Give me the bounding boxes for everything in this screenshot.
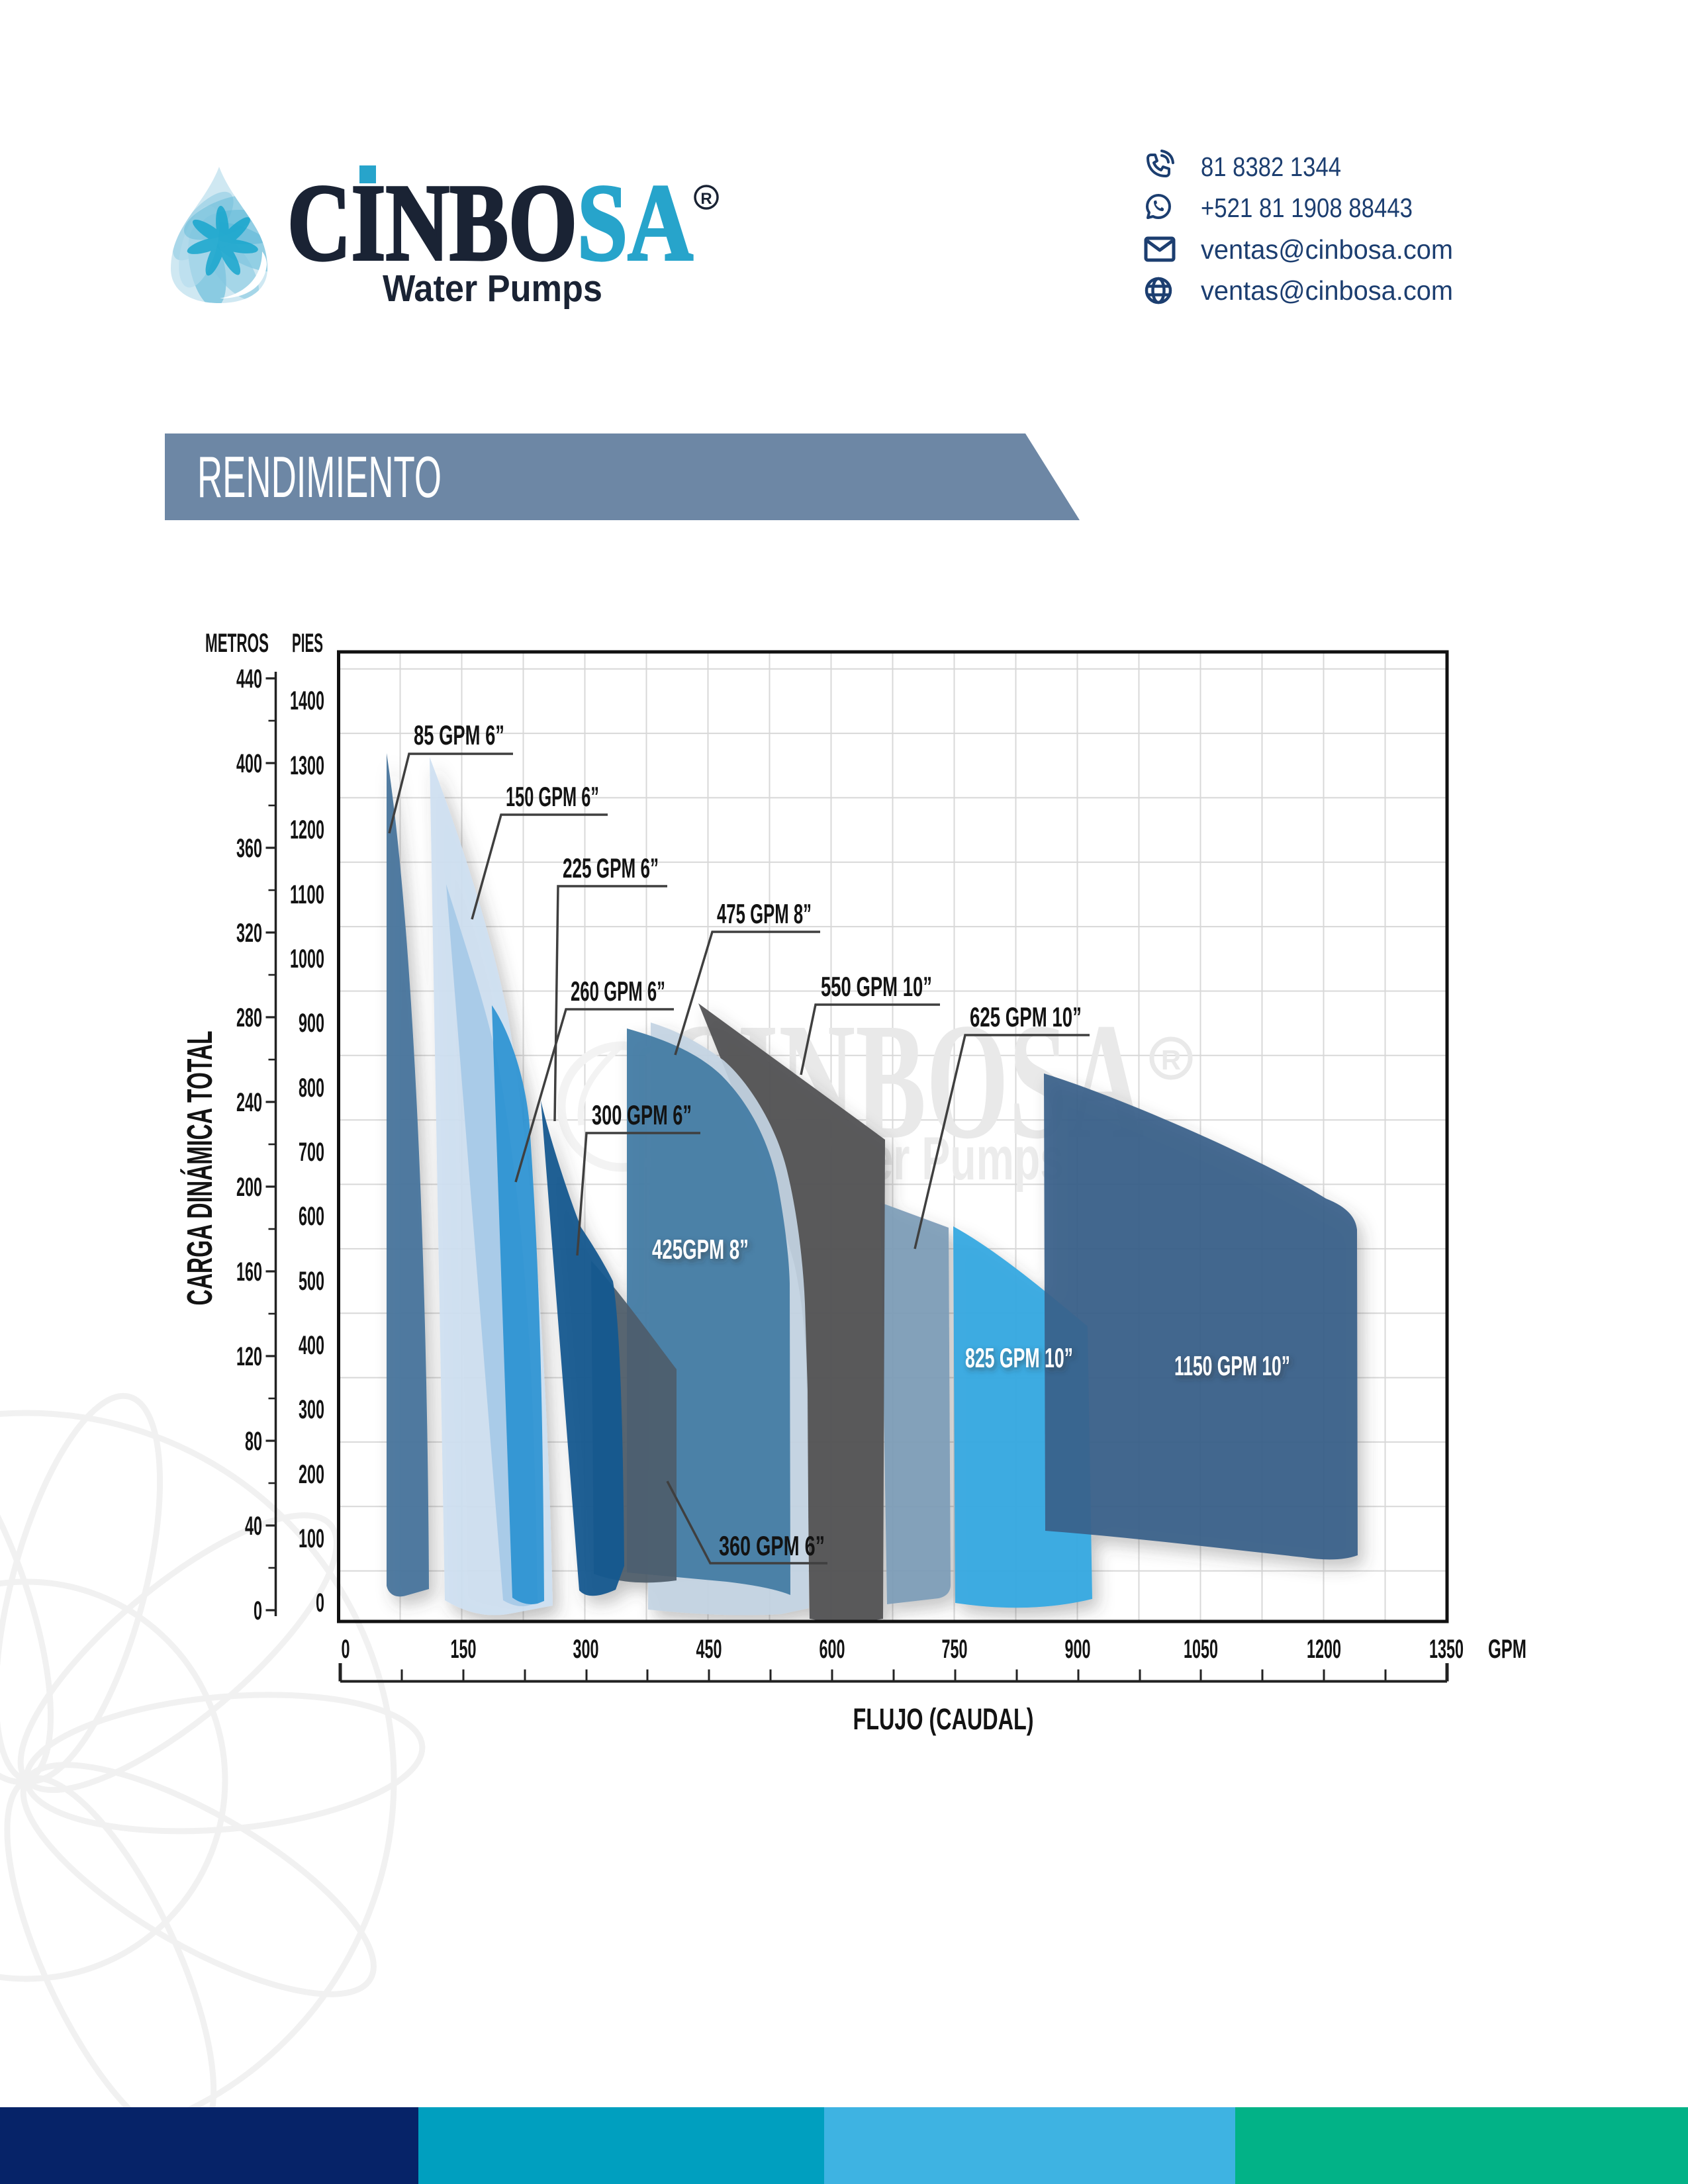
svg-text:80: 80 (245, 1427, 262, 1456)
svg-text:SA: SA (577, 161, 693, 283)
svg-text:+521 81 1908 88443: +521 81 1908 88443 (1201, 193, 1413, 223)
svg-text:200: 200 (299, 1460, 324, 1489)
svg-text:360 GPM 6”: 360 GPM 6” (719, 1530, 825, 1561)
svg-text:260 GPM 6”: 260 GPM 6” (571, 976, 665, 1007)
svg-text:450: 450 (696, 1635, 722, 1664)
svg-text:1300: 1300 (290, 751, 324, 780)
svg-text:R: R (1161, 1044, 1181, 1075)
svg-text:550 GPM 10”: 550 GPM 10” (821, 971, 932, 1002)
svg-text:300 GPM 6”: 300 GPM 6” (592, 1099, 692, 1130)
svg-text:PIES: PIES (292, 629, 323, 658)
svg-text:800: 800 (299, 1073, 324, 1103)
svg-text:CINBO: CINBO (287, 161, 577, 283)
svg-text:825 GPM 10”: 825 GPM 10” (965, 1342, 1073, 1373)
svg-text:METROS: METROS (205, 629, 269, 658)
svg-text:300: 300 (299, 1395, 324, 1424)
svg-text:500: 500 (299, 1267, 324, 1296)
svg-text:R: R (700, 190, 712, 208)
svg-text:1150 GPM 10”: 1150 GPM 10” (1174, 1350, 1290, 1381)
svg-text:1400: 1400 (290, 686, 324, 715)
svg-text:81 8382 1344: 81 8382 1344 (1201, 152, 1341, 182)
svg-text:600: 600 (299, 1202, 324, 1231)
svg-text:900: 900 (299, 1009, 324, 1038)
svg-text:120: 120 (236, 1342, 262, 1371)
svg-text:GPM: GPM (1488, 1635, 1526, 1664)
svg-text:400: 400 (299, 1331, 324, 1360)
svg-text:160: 160 (236, 1257, 262, 1287)
svg-text:ventas@cinbosa.com: ventas@cinbosa.com (1201, 275, 1453, 306)
svg-text:1100: 1100 (290, 880, 324, 909)
svg-text:360: 360 (236, 834, 262, 863)
svg-text:600: 600 (820, 1635, 845, 1664)
svg-text:CARGA DINÁMICA TOTAL: CARGA DINÁMICA TOTAL (180, 1031, 220, 1306)
svg-text:225 GPM 6”: 225 GPM 6” (563, 852, 659, 884)
svg-text:150 GPM 6”: 150 GPM 6” (506, 781, 599, 812)
svg-text:ventas@cinbosa.com: ventas@cinbosa.com (1201, 234, 1453, 265)
svg-text:Water Pumps: Water Pumps (383, 267, 602, 310)
svg-text:100: 100 (299, 1524, 324, 1553)
svg-text:625 GPM 10”: 625 GPM 10” (970, 1001, 1082, 1032)
svg-text:1350: 1350 (1429, 1635, 1464, 1664)
svg-text:240: 240 (236, 1088, 262, 1117)
svg-text:280: 280 (236, 1003, 262, 1032)
svg-text:40: 40 (245, 1512, 262, 1541)
svg-text:700: 700 (299, 1138, 324, 1167)
svg-text:475 GPM 8”: 475 GPM 8” (717, 898, 812, 929)
svg-text:1000: 1000 (290, 944, 324, 974)
svg-text:1200: 1200 (1307, 1635, 1341, 1664)
svg-text:425GPM 8”: 425GPM 8” (652, 1234, 749, 1265)
svg-text:85 GPM 6”: 85 GPM 6” (414, 719, 504, 751)
svg-text:320: 320 (236, 919, 262, 948)
svg-text:0: 0 (342, 1635, 350, 1664)
svg-text:0: 0 (254, 1596, 262, 1625)
svg-text:200: 200 (236, 1173, 262, 1202)
svg-text:FLUJO (CAUDAL): FLUJO (CAUDAL) (853, 1702, 1034, 1736)
svg-text:750: 750 (942, 1635, 968, 1664)
svg-text:400: 400 (236, 749, 262, 778)
svg-text:1200: 1200 (290, 815, 324, 844)
svg-text:1050: 1050 (1184, 1635, 1218, 1664)
svg-text:150: 150 (451, 1635, 477, 1664)
svg-text:300: 300 (573, 1635, 599, 1664)
svg-text:440: 440 (236, 664, 262, 694)
svg-text:RENDIMIENTO: RENDIMIENTO (197, 444, 442, 510)
svg-text:900: 900 (1065, 1635, 1091, 1664)
svg-text:0: 0 (316, 1588, 324, 1617)
